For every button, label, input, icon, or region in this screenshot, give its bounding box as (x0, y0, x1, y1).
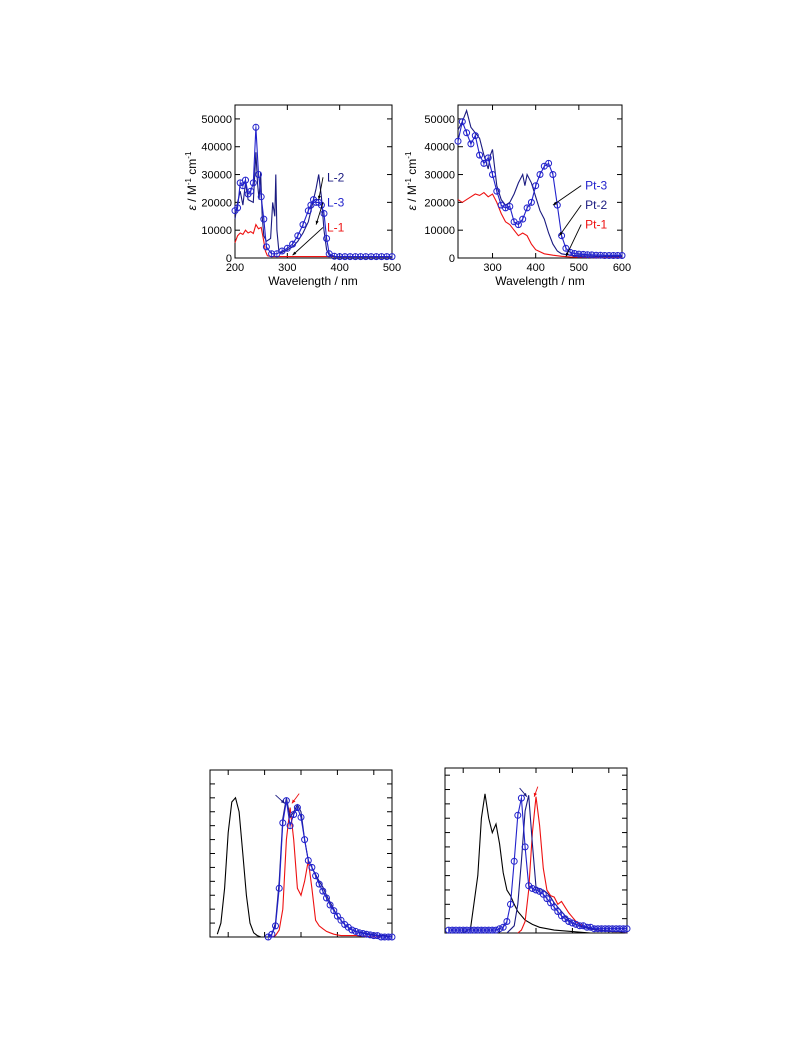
y-axis-symbol: ε (185, 204, 199, 210)
y-tick-label: 40000 (201, 142, 232, 154)
emission-chart-ligands (209, 769, 396, 941)
pointer-line (315, 202, 324, 225)
y-tick-label: 50000 (424, 114, 455, 126)
x-tick-label: 600 (613, 262, 631, 274)
series-line-3 (267, 800, 392, 938)
legend-label-pt-1: Pt-1 (585, 218, 607, 232)
pointer-line (565, 224, 582, 257)
x-tick-label: 300 (483, 262, 501, 274)
peak-arrow-head (523, 792, 527, 797)
legend-label-l-1: L-1 (327, 220, 345, 234)
axis-ticks (210, 770, 392, 937)
y-axis-unit-part: / M (185, 185, 199, 205)
x-tick-label: 400 (527, 262, 545, 274)
series-layer (445, 793, 631, 934)
series-line-1 (234, 152, 392, 258)
y-axis-title: ε / M-1 cm-1 (404, 151, 419, 210)
legend-annotations: Pt-3 Pt-2 Pt-1 (552, 179, 607, 257)
series-line-0 (462, 793, 627, 934)
legend-label-l-3: L-3 (327, 195, 345, 209)
y-tick-label: 40000 (424, 142, 455, 154)
pointer-head (315, 220, 319, 225)
y-axis-title: ε / M-1 cm-1 (184, 151, 199, 210)
pointer-line (292, 227, 324, 256)
pointer-line (559, 204, 582, 237)
legend-label-pt-3: Pt-3 (585, 179, 607, 193)
series-line-0 (457, 191, 622, 259)
x-tick-label: 400 (330, 262, 348, 274)
series-line-0 (216, 796, 262, 938)
series-layer (454, 108, 626, 259)
x-tick-label: 500 (570, 262, 588, 274)
series-line-3 (448, 797, 627, 931)
y-tick-label: 0 (449, 253, 455, 265)
plot-frame (457, 104, 623, 259)
pointer-arrows (519, 786, 539, 797)
series-line-1 (271, 807, 392, 938)
y-axis-unit-part: / M (405, 185, 419, 205)
x-axis-title: Wavelength / nm (495, 274, 585, 288)
y-tick-label: 10000 (201, 225, 232, 237)
series-line-2 (506, 795, 628, 934)
peak-arrow-head (533, 792, 538, 797)
y-axis-unit-part: cm (405, 159, 419, 178)
pointer-head (292, 251, 297, 256)
pointer-head (565, 252, 569, 257)
pointer-head (559, 231, 563, 236)
y-axis-sup: -1 (184, 151, 193, 159)
y-tick-label: 0 (226, 253, 232, 265)
pointer-head (317, 195, 321, 200)
x-tick-label: 500 (383, 262, 401, 274)
pointer-head (552, 201, 557, 206)
x-tick-label: 200 (226, 262, 244, 274)
x-tick-label: 300 (278, 262, 296, 274)
pointer-arrows (275, 793, 300, 804)
pointer-line (318, 177, 324, 200)
absorption-chart-ligands: 200 300 400 500 0 10000 20000 30000 40000 50000 L… (184, 104, 401, 288)
x-axis-title: Wavelength / nm (268, 274, 358, 288)
series-line-0 (234, 223, 392, 258)
axis-ticks (445, 768, 627, 933)
absorption-chart-complexes: 300 400 500 600 0 10000 20000 30000 40000 50000 P… (404, 104, 631, 288)
plot-frame (234, 104, 393, 259)
tick-labels: 200 300 400 500 0 10000 20000 30000 40000 50000 (201, 114, 401, 274)
emission-chart-complexes (444, 767, 631, 934)
peak-arrow-head (291, 799, 296, 804)
y-tick-label: 10000 (424, 225, 455, 237)
y-axis-unit-part: cm (185, 159, 199, 178)
series-line-2 (267, 797, 393, 938)
plot-frame (209, 769, 393, 938)
y-tick-label: 50000 (201, 114, 232, 126)
y-tick-label: 30000 (201, 170, 232, 182)
series-line-1 (457, 108, 622, 258)
series-layer (216, 796, 396, 941)
y-tick-label: 20000 (201, 197, 232, 209)
y-axis-sup: -1 (184, 177, 193, 185)
y-axis-sup: -1 (404, 177, 413, 185)
legend-annotations: L-2 L-3 L-1 (292, 170, 345, 256)
y-axis-symbol: ε (405, 204, 419, 210)
peak-arrow-head (280, 799, 285, 804)
y-axis-sup: -1 (404, 151, 413, 159)
pointer-line (552, 185, 582, 206)
series-layer (231, 123, 396, 261)
legend-label-pt-2: Pt-2 (585, 198, 607, 212)
y-tick-label: 20000 (424, 197, 455, 209)
y-tick-label: 30000 (424, 170, 455, 182)
tick-labels: 300 400 500 600 0 10000 20000 30000 40000 50000 (424, 114, 631, 274)
legend-label-l-2: L-2 (327, 170, 345, 184)
